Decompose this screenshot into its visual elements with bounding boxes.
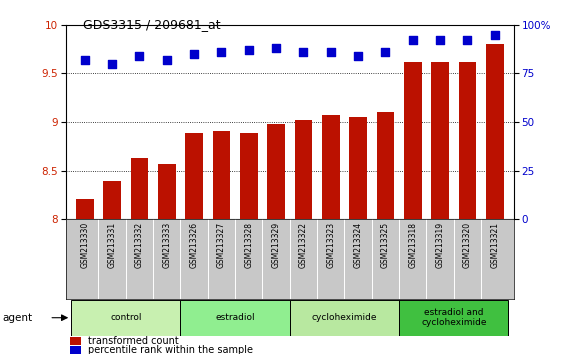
Point: [299, 49, 308, 55]
Bar: [70, 337, 81, 345]
Text: control: control: [110, 313, 142, 322]
Bar: [76, 199, 94, 219]
Bar: [376, 113, 395, 219]
Point: [490, 32, 499, 37]
FancyBboxPatch shape: [290, 300, 399, 336]
Bar: [158, 164, 176, 219]
Text: cycloheximide: cycloheximide: [312, 313, 377, 322]
Text: GSM213328: GSM213328: [244, 222, 254, 268]
Text: estradiol: estradiol: [215, 313, 255, 322]
Bar: [267, 124, 285, 219]
Text: GSM213322: GSM213322: [299, 222, 308, 268]
Point: [353, 53, 363, 59]
Bar: [349, 117, 367, 219]
Point: [436, 38, 445, 43]
Bar: [404, 62, 421, 219]
Bar: [212, 131, 230, 219]
Text: GDS3315 / 209681_at: GDS3315 / 209681_at: [83, 18, 220, 31]
Point: [135, 53, 144, 59]
Text: GSM213323: GSM213323: [326, 222, 335, 268]
Text: GSM213324: GSM213324: [353, 222, 363, 268]
Bar: [131, 158, 148, 219]
Text: GSM213326: GSM213326: [190, 222, 199, 268]
Bar: [240, 133, 258, 219]
Text: agent: agent: [3, 313, 33, 323]
Point: [408, 38, 417, 43]
Point: [107, 61, 116, 67]
Text: GSM213321: GSM213321: [490, 222, 499, 268]
Point: [381, 49, 390, 55]
Text: percentile rank within the sample: percentile rank within the sample: [88, 345, 253, 354]
FancyBboxPatch shape: [180, 300, 290, 336]
Text: GSM213332: GSM213332: [135, 222, 144, 268]
Bar: [486, 44, 504, 219]
Text: estradiol and
cycloheximide: estradiol and cycloheximide: [421, 308, 486, 327]
Text: GSM213318: GSM213318: [408, 222, 417, 268]
Text: GSM213327: GSM213327: [217, 222, 226, 268]
Bar: [103, 181, 121, 219]
Bar: [322, 115, 340, 219]
FancyBboxPatch shape: [399, 300, 508, 336]
Bar: [70, 346, 81, 354]
Point: [463, 38, 472, 43]
Text: GSM213331: GSM213331: [107, 222, 116, 268]
Text: transformed count: transformed count: [88, 336, 179, 346]
Text: GSM213319: GSM213319: [436, 222, 445, 268]
Text: GSM213330: GSM213330: [81, 222, 89, 268]
Point: [81, 57, 90, 63]
Bar: [459, 62, 476, 219]
Point: [162, 57, 171, 63]
Text: GSM213329: GSM213329: [272, 222, 280, 268]
Bar: [431, 62, 449, 219]
Point: [326, 49, 335, 55]
Bar: [295, 120, 312, 219]
Bar: [185, 133, 203, 219]
Point: [244, 47, 254, 53]
Text: GSM213320: GSM213320: [463, 222, 472, 268]
Text: GSM213333: GSM213333: [162, 222, 171, 268]
Point: [217, 49, 226, 55]
Point: [272, 45, 281, 51]
Point: [190, 51, 199, 57]
FancyBboxPatch shape: [71, 300, 180, 336]
Text: GSM213325: GSM213325: [381, 222, 390, 268]
